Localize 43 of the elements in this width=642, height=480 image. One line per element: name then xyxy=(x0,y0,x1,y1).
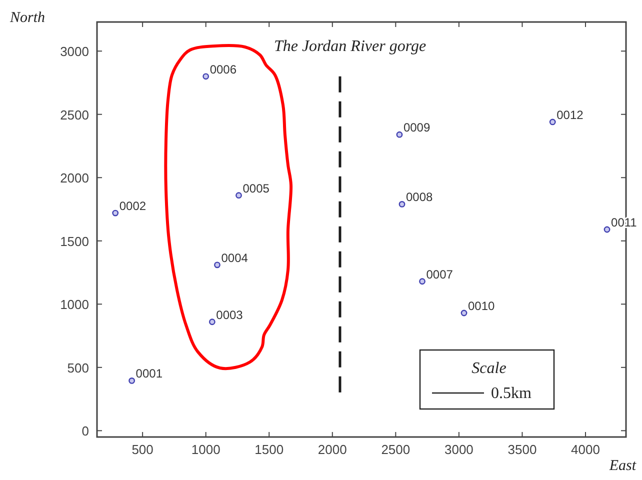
point xyxy=(549,118,556,126)
x-tick-label: 1000 xyxy=(191,442,220,457)
y-tick-label: 0 xyxy=(82,424,89,439)
y-tick-label: 1500 xyxy=(60,234,89,249)
point xyxy=(460,310,468,316)
annotation: 0.5km xyxy=(491,385,532,402)
annotation: 0002 xyxy=(119,199,146,214)
annotation: 0010 xyxy=(468,299,496,314)
annotation: 0001 xyxy=(136,366,163,381)
point xyxy=(202,73,210,80)
point xyxy=(396,131,403,138)
y-tick-label: 500 xyxy=(67,360,89,376)
point xyxy=(214,262,220,268)
point xyxy=(419,278,426,285)
annotation: Scale xyxy=(472,360,506,377)
x-tick-label: 3500 xyxy=(508,442,537,457)
annotation: 0007 xyxy=(426,267,454,282)
y-axis-title: North xyxy=(9,10,46,26)
annotation: 0012 xyxy=(556,108,584,122)
x-axis-title: East xyxy=(608,458,637,474)
annotation: 0008 xyxy=(406,190,434,204)
x-tick-label: 2000 xyxy=(318,442,347,457)
y-tick-label: 1000 xyxy=(60,297,89,312)
annotation: 0006 xyxy=(210,62,237,76)
point xyxy=(208,318,216,326)
point xyxy=(112,210,119,216)
x-tick-label: 4000 xyxy=(571,442,600,457)
y-tick-label: 2000 xyxy=(60,170,89,186)
annotation: 0004 xyxy=(221,250,248,265)
point xyxy=(604,226,610,233)
annotation: The Jordan River gorge xyxy=(274,38,426,55)
x-tick-label: 500 xyxy=(132,442,154,457)
y-tick-label: 2500 xyxy=(60,107,89,122)
annotation: 0005 xyxy=(242,181,270,196)
x-tick-label: 2500 xyxy=(381,442,410,457)
x-tick-label: 1500 xyxy=(254,442,284,457)
point xyxy=(236,192,242,199)
x-tick-label: 3000 xyxy=(444,442,474,457)
point xyxy=(398,200,406,208)
y-tick-label: 3000 xyxy=(60,44,89,60)
annotation: 0003 xyxy=(216,308,244,322)
annotation: 0009 xyxy=(403,120,430,135)
point xyxy=(128,377,136,384)
